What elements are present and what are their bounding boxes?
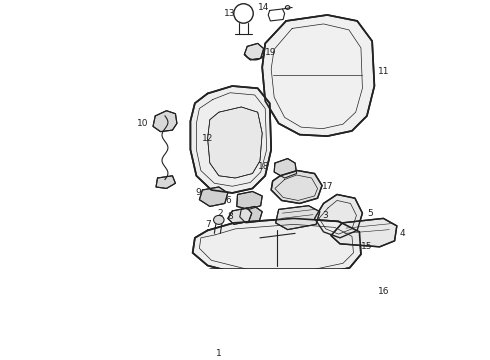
Polygon shape	[153, 312, 285, 357]
Text: 7: 7	[205, 220, 211, 229]
Text: 12: 12	[202, 134, 213, 143]
Polygon shape	[262, 15, 374, 136]
Polygon shape	[240, 206, 262, 223]
Text: 16: 16	[378, 287, 389, 296]
Text: 8: 8	[227, 212, 233, 221]
Polygon shape	[276, 206, 320, 230]
Polygon shape	[228, 208, 252, 224]
Polygon shape	[153, 111, 177, 132]
Ellipse shape	[214, 215, 224, 224]
Text: 11: 11	[378, 67, 389, 76]
Polygon shape	[193, 219, 361, 275]
Text: 5: 5	[367, 209, 373, 218]
Text: 2: 2	[218, 209, 223, 218]
Text: 13: 13	[223, 9, 235, 18]
Polygon shape	[271, 171, 322, 203]
Polygon shape	[274, 158, 296, 178]
Polygon shape	[244, 44, 264, 60]
Text: 15: 15	[361, 242, 373, 251]
Text: 1: 1	[216, 348, 221, 357]
Polygon shape	[168, 269, 380, 316]
Polygon shape	[156, 176, 175, 189]
Polygon shape	[237, 192, 262, 210]
Polygon shape	[199, 187, 228, 206]
Text: 17: 17	[322, 183, 334, 192]
Text: 3: 3	[322, 211, 328, 220]
Polygon shape	[208, 107, 262, 178]
Text: 14: 14	[258, 3, 270, 12]
Text: 9: 9	[195, 189, 201, 198]
Polygon shape	[191, 86, 271, 193]
Text: 10: 10	[137, 119, 148, 128]
Text: 6: 6	[225, 196, 231, 205]
Polygon shape	[331, 219, 397, 247]
Text: 19: 19	[266, 48, 277, 57]
Text: 18: 18	[258, 162, 270, 171]
Text: 4: 4	[399, 229, 405, 238]
Polygon shape	[315, 194, 363, 238]
